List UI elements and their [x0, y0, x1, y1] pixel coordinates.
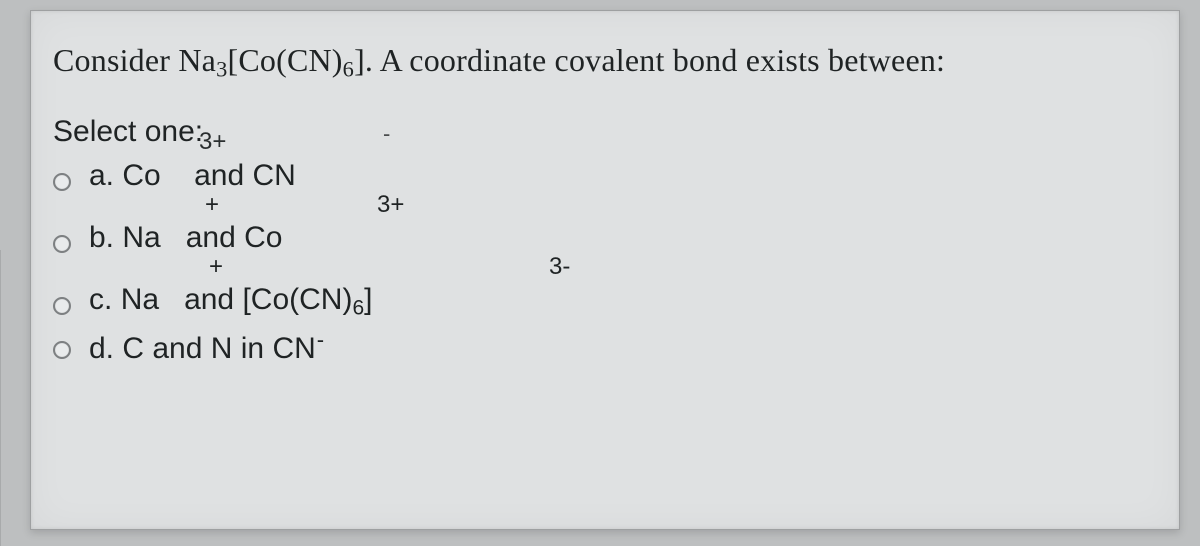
radio-icon[interactable]: [53, 235, 71, 253]
options-list: a. Co and CN + 3+ b. Na and Co + 3-: [53, 161, 1157, 364]
radio-icon[interactable]: [53, 341, 71, 359]
option-a-label: a. Co and CN: [89, 161, 296, 191]
option-c[interactable]: c. Na and [Co(CN)6]: [53, 285, 1157, 315]
select-one-glitch-dash: -: [383, 120, 390, 149]
option-a[interactable]: a. Co and CN: [53, 161, 1157, 191]
option-b-superscripts: + 3-: [89, 261, 1157, 281]
radio-icon[interactable]: [53, 173, 71, 191]
option-a-superscripts: + 3+: [89, 199, 1157, 219]
option-a-sup-3plus: 3+: [377, 193, 404, 217]
option-d-label: d. C and N in CN: [89, 329, 324, 364]
option-d-text: C and N in CN: [122, 332, 324, 365]
radio-icon[interactable]: [53, 297, 71, 315]
option-b[interactable]: b. Na and Co: [53, 223, 1157, 253]
select-one-glitch-3plus: 3+: [199, 126, 226, 157]
question-prefix: Consider: [53, 42, 178, 78]
option-b-label: b. Na and Co: [89, 223, 283, 253]
option-b-sup-3minus: 3-: [549, 255, 570, 279]
select-one-label: Select one: 3+ -: [53, 112, 203, 151]
question-rest: A coordinate covalent bond exists betwee…: [380, 42, 946, 78]
page-left-edge: [0, 250, 1, 546]
option-b-sup-plus: +: [209, 255, 223, 279]
question-formula: Na3[Co(CN)6].: [178, 42, 379, 78]
option-a-sup-plus: +: [205, 193, 219, 217]
option-d[interactable]: d. C and N in CN: [53, 329, 1157, 364]
question-text: Consider Na3[Co(CN)6]. A coordinate cova…: [53, 39, 1157, 82]
question-card: Consider Na3[Co(CN)6]. A coordinate cova…: [30, 10, 1180, 530]
option-c-label: c. Na and [Co(CN)6]: [89, 285, 372, 315]
